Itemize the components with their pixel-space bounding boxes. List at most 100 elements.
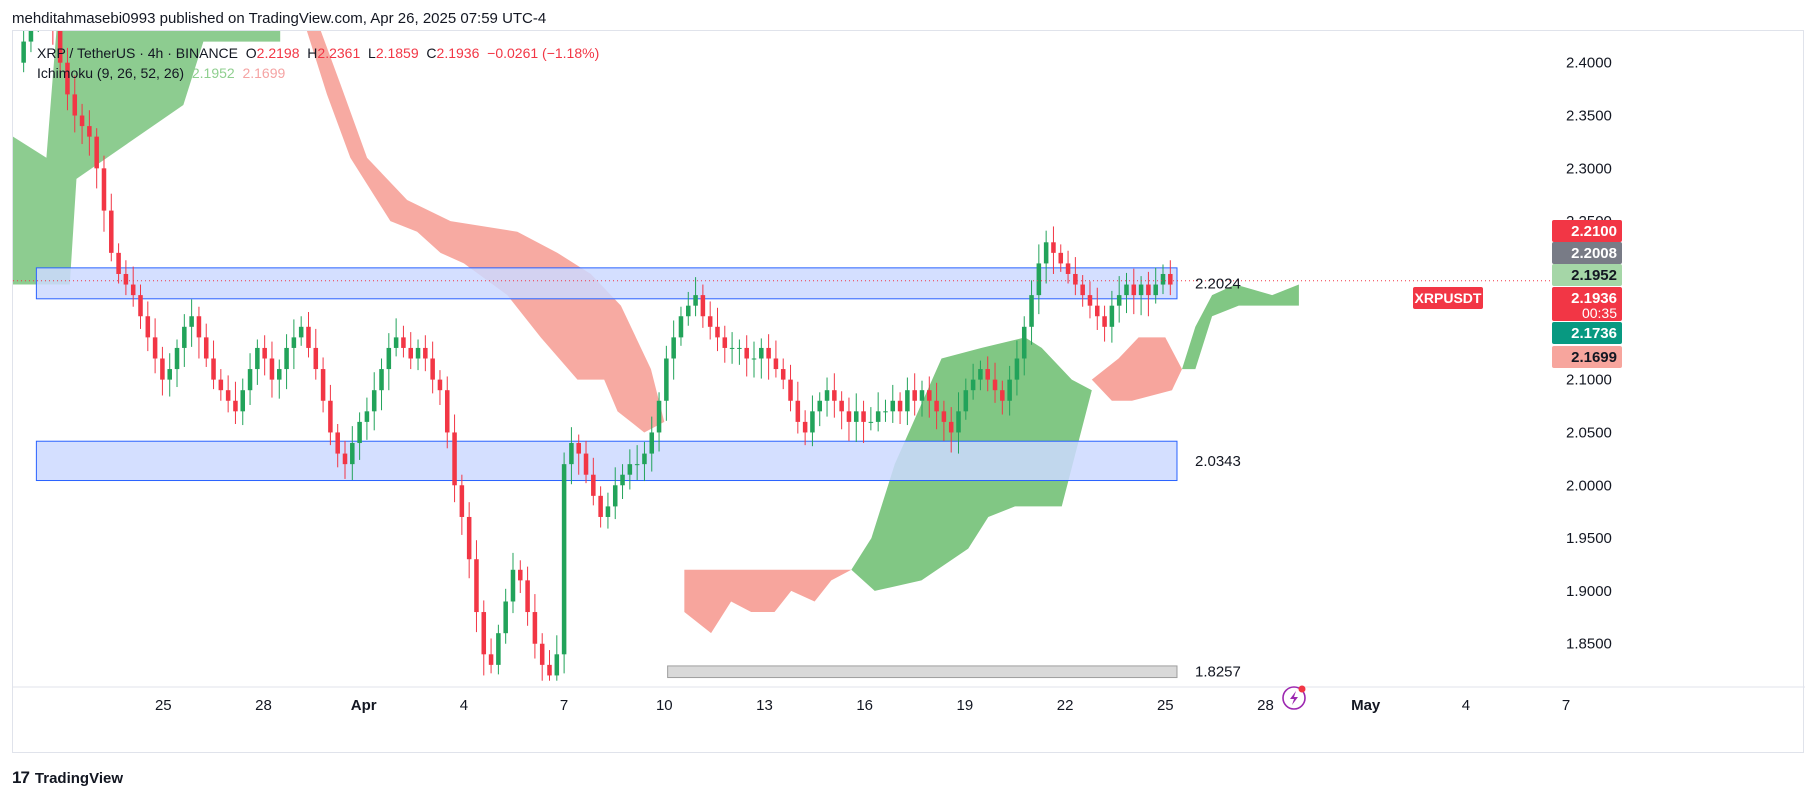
- legend-close-label: C: [426, 45, 437, 61]
- candle-body: [306, 326, 311, 348]
- candle-body: [481, 612, 487, 655]
- candle-body: [138, 295, 143, 317]
- candle-body: [795, 400, 801, 422]
- x-tick-label: 28: [255, 697, 272, 714]
- candle-body: [393, 337, 399, 348]
- symbol-tag: XRPUSDT: [1415, 290, 1482, 306]
- x-tick-label: 25: [155, 697, 172, 714]
- candle-body: [722, 337, 728, 348]
- candle-body: [444, 390, 450, 433]
- price-label-box: [1552, 220, 1622, 242]
- price-label-box: [1552, 242, 1622, 264]
- candles: [21, 31, 1173, 681]
- price-label-value: 2.1736: [1571, 325, 1617, 342]
- candle-body: [28, 31, 34, 42]
- candle-body: [101, 168, 107, 211]
- zone-low: [667, 665, 1178, 679]
- candle-body: [109, 210, 114, 253]
- legend-indicator: Ichimoku (9, 26, 52, 26) 2.1952 2.1699: [37, 65, 285, 81]
- footer-brand-name: TradingView: [34, 769, 124, 787]
- legend-close-value: 2.1936: [436, 45, 480, 61]
- candle-body: [152, 337, 158, 359]
- candle-body: [437, 379, 443, 391]
- candle-body: [496, 633, 501, 665]
- candle-body: [978, 369, 983, 380]
- chart-frame: 2.2024 2.0343 1.8257 2.4000 2.3500 2.3000 2.2…: [12, 30, 1805, 754]
- candle-body: [1065, 263, 1071, 274]
- support-resistance-zones: [35, 267, 1178, 679]
- candle-body: [174, 347, 180, 370]
- candle-body: [985, 369, 990, 380]
- price-label-box: [1552, 346, 1622, 368]
- price-label-value: 2.2008: [1571, 245, 1617, 262]
- cloud-red-segment-3: [1091, 337, 1182, 401]
- legend-high-label: H: [307, 45, 318, 61]
- lightning-icon[interactable]: [1282, 685, 1306, 710]
- cloud-red-segment-1: [306, 31, 665, 433]
- candle-body: [371, 390, 377, 412]
- candle-body: [759, 347, 764, 359]
- zone-label-support: 2.0343: [1195, 453, 1241, 470]
- candle-body: [875, 411, 881, 422]
- candle-body: [1109, 305, 1115, 327]
- candle-body: [430, 358, 435, 380]
- legend-symbol[interactable]: XRP / TetherUS · 4h · BINANCE: [37, 45, 238, 61]
- candle-body: [459, 485, 465, 517]
- candle-body: [861, 411, 866, 422]
- candle-body: [218, 379, 224, 391]
- candle-body: [627, 464, 633, 475]
- legend-open-label: O: [245, 45, 257, 61]
- candle-body: [598, 495, 603, 517]
- candle-body: [1116, 295, 1122, 306]
- candle-body: [737, 347, 742, 349]
- candle-body: [948, 421, 954, 433]
- x-tick-label: 19: [957, 697, 974, 714]
- candle-body: [612, 485, 618, 507]
- indicator-value-b: 2.1699: [242, 65, 286, 81]
- candle-body: [788, 379, 793, 401]
- candle-body: [269, 358, 275, 380]
- footer-brand[interactable]: 17 TradingView: [12, 768, 123, 788]
- candle-body: [941, 411, 947, 422]
- candle-body: [123, 273, 129, 285]
- candle-body: [927, 390, 932, 401]
- candle-body: [160, 358, 165, 380]
- price-label-countdown: 00:35: [1582, 305, 1617, 321]
- candle-body: [79, 115, 85, 127]
- candle-body: [1131, 284, 1137, 296]
- candle-body: [824, 390, 830, 401]
- candle-body: [956, 411, 961, 433]
- candle-body: [182, 326, 187, 348]
- candle-body: [342, 453, 348, 465]
- candle-body: [1168, 273, 1173, 285]
- y-tick-label: 1.9500: [1566, 530, 1612, 547]
- candle-body: [963, 390, 969, 412]
- candle-body: [423, 347, 428, 359]
- candle-body: [729, 347, 735, 349]
- candle-body: [167, 369, 172, 380]
- candle-body: [196, 316, 202, 338]
- candle-body: [474, 559, 479, 613]
- candle-body: [773, 358, 779, 370]
- candle-body: [1138, 284, 1144, 296]
- candle-body: [569, 443, 574, 465]
- candle-body: [401, 337, 406, 348]
- candle-body: [255, 347, 260, 370]
- price-chart[interactable]: 2.2024 2.0343 1.8257 2.4000 2.3500 2.3000 2.2…: [13, 31, 1805, 754]
- candle-body: [992, 379, 998, 391]
- candle-body: [350, 443, 355, 465]
- x-tick-label: Apr: [351, 697, 377, 714]
- candle-body: [1124, 284, 1129, 296]
- candle-body: [905, 390, 910, 412]
- candle-body: [715, 326, 720, 338]
- candle-body: [897, 400, 903, 412]
- candle-body: [328, 400, 333, 433]
- candle-body: [240, 390, 246, 412]
- x-tick-label: 10: [656, 697, 673, 714]
- candle-body: [408, 347, 413, 359]
- candle-body: [539, 643, 545, 665]
- zone-label-resistance: 2.2024: [1195, 275, 1241, 292]
- indicator-name[interactable]: Ichimoku (9, 26, 52, 26): [37, 65, 185, 81]
- candle-body: [1160, 273, 1166, 285]
- zone-label-low: 1.8257: [1195, 664, 1241, 681]
